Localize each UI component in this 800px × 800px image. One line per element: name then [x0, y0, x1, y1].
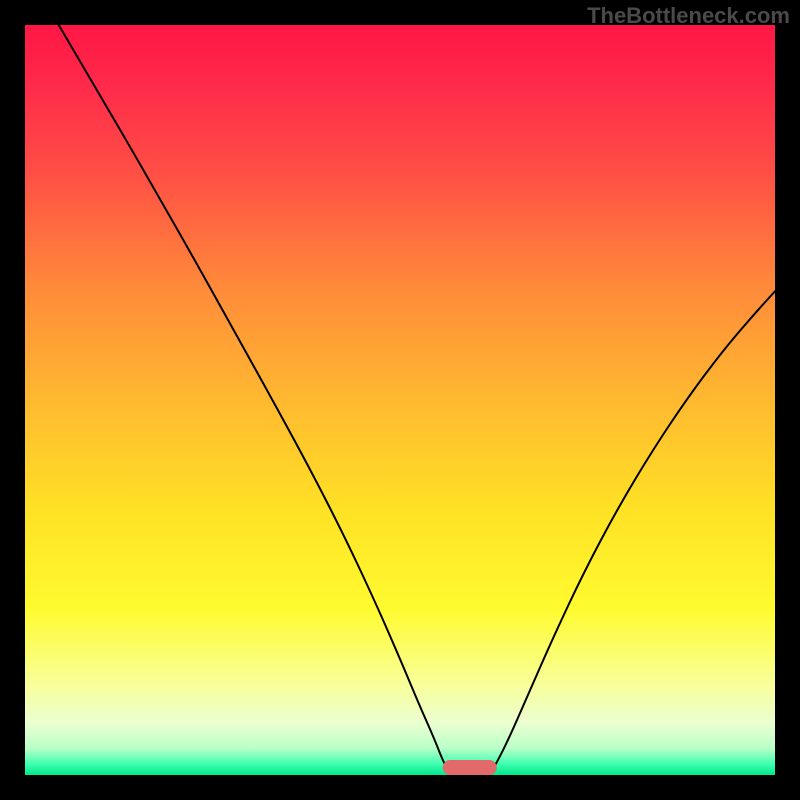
chart-svg [0, 0, 800, 800]
chart-frame: TheBottleneck.com [0, 0, 800, 800]
gradient-background [25, 25, 775, 775]
optimal-marker [443, 760, 497, 775]
